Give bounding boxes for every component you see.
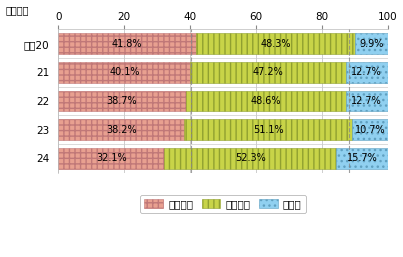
Bar [346,62,388,83]
Text: 10.7%: 10.7% [355,125,385,135]
Text: 48.3%: 48.3% [260,39,291,49]
Text: 41.8%: 41.8% [112,39,142,49]
Text: 52.3%: 52.3% [235,153,266,163]
Bar [346,91,388,112]
Legend: 固定通信, 移動通信, その他: 固定通信, 移動通信, その他 [140,195,306,213]
Text: 48.6%: 48.6% [251,96,281,106]
Text: 9.9%: 9.9% [359,39,384,49]
Bar [58,91,186,112]
Bar [58,62,190,83]
Bar [58,33,196,54]
Bar [196,33,355,54]
Text: 47.2%: 47.2% [253,67,283,77]
Text: 32.1%: 32.1% [96,153,127,163]
Bar [355,33,388,54]
Bar [190,62,346,83]
Text: 12.7%: 12.7% [351,96,382,106]
Text: 40.1%: 40.1% [109,67,139,77]
Bar [186,91,346,112]
Text: 12.7%: 12.7% [351,67,382,77]
Bar [336,148,388,169]
Text: 15.7%: 15.7% [347,153,378,163]
Bar [58,120,184,140]
Text: 51.1%: 51.1% [253,125,284,135]
Text: 38.7%: 38.7% [107,96,137,106]
Bar [58,148,164,169]
Bar [184,120,352,140]
Text: 38.2%: 38.2% [106,125,137,135]
Text: （年度）: （年度） [6,6,29,16]
Bar [352,120,388,140]
Bar [164,148,336,169]
